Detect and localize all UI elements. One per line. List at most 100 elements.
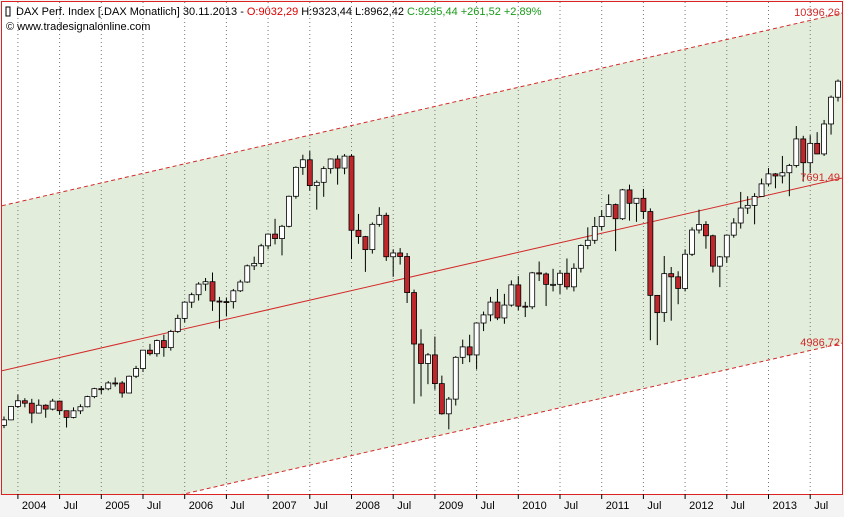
candle-body (105, 382, 112, 390)
instrument: DAX Perf. Index [.DAX Monatlich] 30.11.2… (16, 6, 244, 18)
candle-body (584, 239, 591, 246)
candle-body (647, 211, 654, 296)
candle-body (668, 273, 675, 278)
candle-body (751, 196, 758, 206)
x-tick-label: Jul (230, 500, 244, 512)
candle-body (452, 356, 459, 400)
candle-body (327, 158, 334, 170)
candle-body (425, 354, 431, 364)
candle-body (605, 204, 612, 217)
candle-body (522, 305, 529, 308)
candle-body (626, 189, 633, 204)
candle-body (202, 281, 209, 285)
x-tick-label: Jul (147, 500, 161, 512)
candle-body (119, 382, 126, 394)
candle-body (140, 349, 146, 369)
candle-body (494, 301, 501, 319)
x-tick-label: Jul (564, 500, 578, 512)
candle-body (230, 290, 237, 303)
x-tick-label: Jul (647, 500, 661, 512)
candle-body (800, 138, 807, 164)
candle-body (772, 173, 779, 177)
candle-body (723, 234, 730, 258)
x-tick-label: Jul (314, 500, 328, 512)
candle-body (779, 172, 786, 177)
candle-body (348, 155, 355, 231)
candle-body (77, 406, 84, 412)
candle-body (188, 294, 195, 303)
candle-body (835, 80, 841, 98)
candle-body (689, 229, 695, 255)
channel-line (2, 12, 842, 207)
candle-body (70, 410, 77, 418)
candle-body (501, 304, 508, 319)
candle-body (758, 183, 765, 197)
candle-body (292, 166, 299, 197)
candle-body (529, 272, 536, 308)
symbol-icon (5, 6, 11, 17)
candle-body (42, 404, 49, 410)
candle-body (63, 410, 70, 418)
candle-body (487, 301, 494, 316)
candle-body (793, 138, 800, 166)
x-tick-label: 2005 (105, 500, 129, 512)
candle-body (765, 173, 772, 185)
candle-body (577, 245, 584, 269)
candle-body (710, 235, 716, 267)
candle-body (466, 346, 473, 356)
candle-body (598, 216, 605, 227)
candle-body (313, 181, 320, 186)
source: © www.tradesignalonline.com (6, 21, 150, 33)
candle-body (28, 402, 35, 414)
x-tick-label: Jul (731, 500, 745, 512)
candle-body (390, 252, 397, 258)
candle-body (112, 382, 119, 385)
candle-body (445, 398, 452, 415)
candle-body (14, 400, 21, 407)
open-label: O:9032,29 (247, 6, 298, 18)
candle-body (571, 267, 577, 288)
candle-body (619, 189, 626, 220)
candle-body (675, 276, 682, 289)
candle-body (737, 207, 744, 224)
candle-body (654, 294, 661, 314)
candle-body (237, 281, 244, 292)
candle-body (431, 354, 438, 385)
overlay: DAX Perf. Index [.DAX Monatlich] 30.11.2… (5, 6, 840, 349)
candle-body (418, 343, 424, 364)
candle-body (550, 283, 556, 286)
candle-body (828, 96, 834, 125)
candle-body (640, 197, 647, 212)
candle-body (459, 346, 466, 358)
x-tick-label: 2006 (189, 500, 213, 512)
candle-body (703, 224, 709, 237)
candle-body (160, 340, 167, 349)
candle-body (369, 223, 376, 251)
x-tick-label: 2007 (272, 500, 296, 512)
candle-body (320, 168, 327, 183)
low-label: L:8962,42 (355, 6, 404, 18)
candle-body (397, 252, 404, 257)
chart-header: DAX Perf. Index [.DAX Monatlich] 30.11.2… (16, 6, 542, 18)
candle-body (508, 284, 515, 306)
channel-label: 7691,49 (800, 172, 840, 184)
candle-body (473, 322, 480, 356)
x-axis: 2004 Jul 2005 Jul 2006 Jul 2007 Jul 2008 Jul 2009 J… (17, 494, 828, 512)
candle-body (807, 142, 814, 164)
candle-body (716, 256, 723, 267)
candle-body (49, 400, 56, 410)
channel-line (2, 177, 842, 372)
candle-body (564, 272, 570, 288)
x-tick-label: Jul (481, 500, 495, 512)
candle-body (133, 368, 139, 377)
x-tick-label: 2012 (689, 500, 713, 512)
x-tick-label: 2010 (522, 500, 546, 512)
channel-line (181, 342, 842, 494)
candle-body (591, 226, 598, 241)
candle-body (56, 400, 63, 412)
candle-body (355, 229, 362, 238)
x-tick-label: 2009 (439, 500, 463, 512)
candle-body (411, 292, 417, 345)
